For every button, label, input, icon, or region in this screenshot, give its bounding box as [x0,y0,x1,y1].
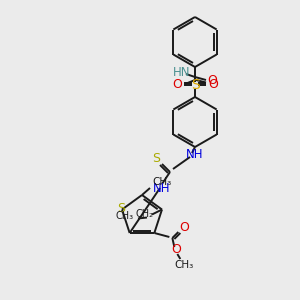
Text: O: O [179,221,189,235]
Text: O: O [208,79,218,92]
Text: CH₃: CH₃ [116,211,134,220]
Text: NH: NH [186,148,204,161]
Text: CH₂: CH₂ [136,208,154,218]
Text: S: S [152,152,160,166]
Text: HN: HN [173,67,191,80]
Text: S: S [190,78,200,92]
Text: S: S [117,202,125,215]
Text: CH₃: CH₃ [175,260,194,270]
Text: O: O [171,244,181,256]
Text: CH₃: CH₃ [152,177,172,187]
Text: O: O [172,79,182,92]
Text: NH: NH [153,182,171,196]
Text: O: O [207,74,217,88]
